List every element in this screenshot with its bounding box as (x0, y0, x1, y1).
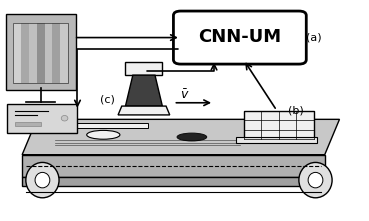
Ellipse shape (26, 162, 59, 198)
Polygon shape (22, 155, 325, 177)
FancyBboxPatch shape (15, 122, 41, 126)
Ellipse shape (299, 162, 332, 198)
FancyBboxPatch shape (173, 11, 306, 64)
FancyBboxPatch shape (244, 110, 314, 139)
Ellipse shape (61, 115, 68, 121)
FancyBboxPatch shape (13, 23, 21, 83)
Text: (a): (a) (306, 32, 322, 43)
Ellipse shape (35, 172, 50, 188)
Text: (b): (b) (288, 105, 304, 116)
FancyBboxPatch shape (29, 23, 37, 83)
Text: (c): (c) (100, 94, 114, 105)
FancyBboxPatch shape (66, 123, 148, 128)
FancyBboxPatch shape (52, 23, 61, 83)
Polygon shape (125, 62, 162, 75)
Ellipse shape (177, 133, 207, 141)
Polygon shape (22, 177, 325, 186)
FancyBboxPatch shape (21, 23, 29, 83)
Ellipse shape (308, 172, 323, 188)
Polygon shape (118, 106, 170, 115)
FancyBboxPatch shape (236, 137, 317, 143)
FancyBboxPatch shape (61, 23, 68, 83)
Text: CNN-UM: CNN-UM (198, 28, 282, 46)
FancyBboxPatch shape (45, 23, 52, 83)
FancyBboxPatch shape (7, 104, 77, 133)
FancyBboxPatch shape (6, 14, 76, 90)
Polygon shape (125, 75, 162, 106)
Ellipse shape (87, 130, 120, 139)
FancyBboxPatch shape (37, 23, 45, 83)
Polygon shape (22, 119, 339, 155)
Text: $\bar{v}$: $\bar{v}$ (180, 88, 189, 102)
